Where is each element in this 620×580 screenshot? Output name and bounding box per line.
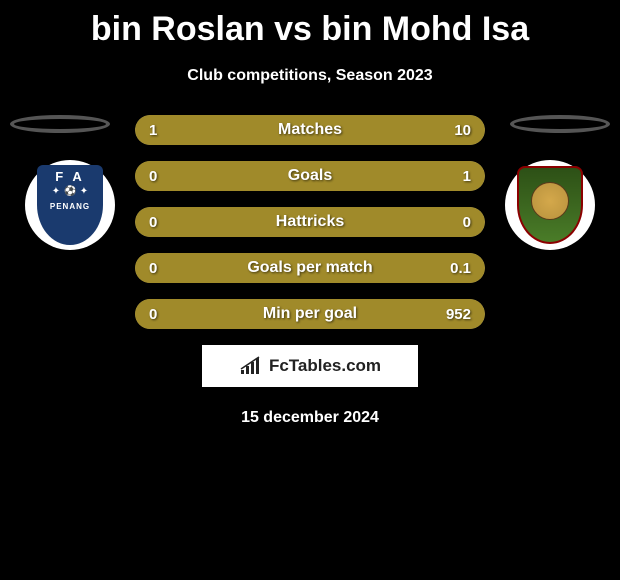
left-badge-icon-row: ✦ ⚽ ✦ [50, 186, 90, 198]
right-badge-emblem [531, 182, 569, 220]
stat-row: 0 Hattricks 0 [135, 207, 485, 237]
stat-label: Goals per match [247, 259, 372, 277]
comparison-container: F A ✦ ⚽ ✦ PENANG 1Matches100Goals10Hattr… [0, 115, 620, 427]
stat-label: Matches [278, 121, 342, 139]
right-badge-shield [517, 166, 583, 244]
attribution-text: FcTables.com [269, 356, 381, 376]
stat-label: Hattricks [276, 213, 344, 231]
stat-bars-container: 1Matches100Goals10Hattricks00Goals per m… [135, 115, 485, 329]
left-badge-fa-text: F A [55, 169, 84, 184]
stat-value-left: 1 [149, 122, 157, 139]
stat-row: 0 Min per goal 952 [135, 299, 485, 329]
chart-icon [239, 356, 265, 376]
left-badge-shield: F A ✦ ⚽ ✦ PENANG [37, 165, 103, 245]
stat-row: 0 Goals 1 [135, 161, 485, 191]
stat-value-left: 0 [149, 214, 157, 231]
subtitle: Club competitions, Season 2023 [0, 67, 620, 85]
stat-label: Min per goal [263, 305, 357, 323]
right-team-badge [505, 160, 595, 250]
stat-value-left: 0 [149, 168, 157, 185]
stat-value-right: 0.1 [450, 260, 471, 277]
date-text: 15 december 2024 [0, 409, 620, 427]
attribution-box: FcTables.com [202, 345, 418, 387]
stat-value-right: 0 [463, 214, 471, 231]
stat-value-left: 0 [149, 306, 157, 323]
star-icon: ✦ [50, 186, 62, 198]
right-ellipse-decoration [510, 115, 610, 133]
stat-label: Goals [288, 167, 332, 185]
stat-row: 0 Goals per match 0.1 [135, 253, 485, 283]
stat-value-right: 10 [454, 122, 471, 139]
left-team-badge: F A ✦ ⚽ ✦ PENANG [25, 160, 115, 250]
stat-row: 1 Matches 10 [135, 115, 485, 145]
star-icon: ✦ [78, 186, 90, 198]
left-ellipse-decoration [10, 115, 110, 133]
stat-value-right: 952 [446, 306, 471, 323]
page-title: bin Roslan vs bin Mohd Isa [0, 0, 620, 49]
stat-value-right: 1 [463, 168, 471, 185]
stat-value-left: 0 [149, 260, 157, 277]
left-badge-bottom-text: PENANG [50, 202, 90, 211]
ball-icon: ⚽ [64, 186, 76, 198]
